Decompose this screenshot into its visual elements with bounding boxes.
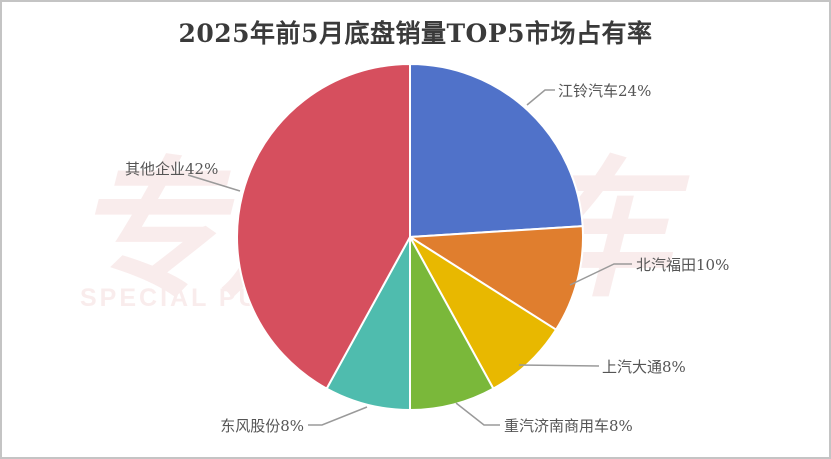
data-label: 北汽福田10% <box>636 256 729 274</box>
leader-line <box>569 263 632 286</box>
leader-line <box>455 402 500 426</box>
leader-line <box>308 406 368 426</box>
chart-title: 2025年前5月底盘销量TOP5市场占有率 <box>178 19 653 48</box>
data-label: 重汽济南商用车8% <box>504 417 633 435</box>
pie-slice-1 <box>406 225 584 332</box>
data-label: 上汽大通8% <box>602 358 686 376</box>
leader-line <box>518 364 600 367</box>
pie-slices <box>236 62 584 412</box>
data-label: 其他企业42% <box>125 160 218 178</box>
pie-labels: 江铃汽车24% 北汽福田10% 上汽大通8% 重汽济南商用车8% 东风股份8% 其他企业4… <box>125 82 729 435</box>
pie-slice-5 <box>236 62 411 390</box>
leader-line <box>526 89 555 106</box>
pie-slice-0 <box>409 62 584 239</box>
data-label: 东风股份8% <box>220 417 304 435</box>
data-label: 江铃汽车24% <box>558 82 651 100</box>
leader-line <box>187 174 241 192</box>
